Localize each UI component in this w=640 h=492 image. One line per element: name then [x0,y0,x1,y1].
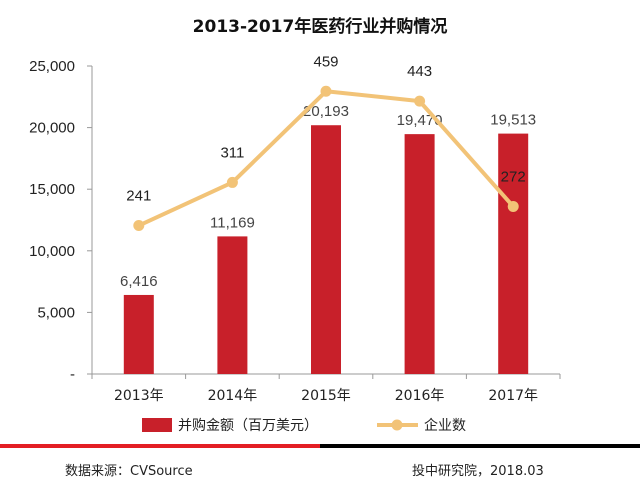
legend-bar-swatch [142,418,172,432]
line-value-label: 272 [501,168,526,185]
source-note: 数据来源：CVSource [65,464,193,479]
legend-line-marker [391,419,403,431]
line-point [507,200,519,212]
legend-bar-label: 并购金额（百万美元） [178,418,318,434]
bar-value-label: 20,193 [303,103,349,120]
footer-divider [0,444,640,448]
y-tick-label: 25,000 [29,58,75,75]
legend-line-label: 企业数 [424,417,466,434]
bar [217,236,248,374]
line-point [320,85,332,97]
x-tick-label: 2016年 [395,388,445,404]
y-tick-label: 10,000 [29,243,75,260]
x-tick-label: 2017年 [488,388,538,404]
divider-red [0,444,320,448]
divider-black [320,444,640,448]
y-tick-label: 15,000 [29,181,75,198]
line-point [133,220,145,232]
line-point [226,176,238,188]
credit-note: 投中研究院，2018.03 [412,464,544,479]
bar-value-label: 6,416 [120,273,158,290]
line-value-label: 311 [220,144,244,161]
x-tick-label: 2014年 [208,388,258,404]
x-tick-label: 2013年 [114,388,164,404]
line-value-label: 459 [313,53,338,70]
bar [498,133,529,374]
bar [311,125,341,375]
y-tick-label: 5,000 [37,304,75,321]
line-point [414,95,426,107]
y-tick-label: - [70,366,75,383]
x-tick-label: 2015年 [301,388,351,404]
bar [123,294,154,374]
chart-title: 2013-2017年医药行业并购情况 [192,17,448,37]
line-value-label: 241 [126,188,151,205]
bar-value-label: 11,169 [210,214,255,231]
bar-value-label: 19,513 [490,112,536,129]
bar [404,134,435,374]
line-value-label: 443 [407,63,432,80]
y-tick-label: 20,000 [29,120,75,137]
